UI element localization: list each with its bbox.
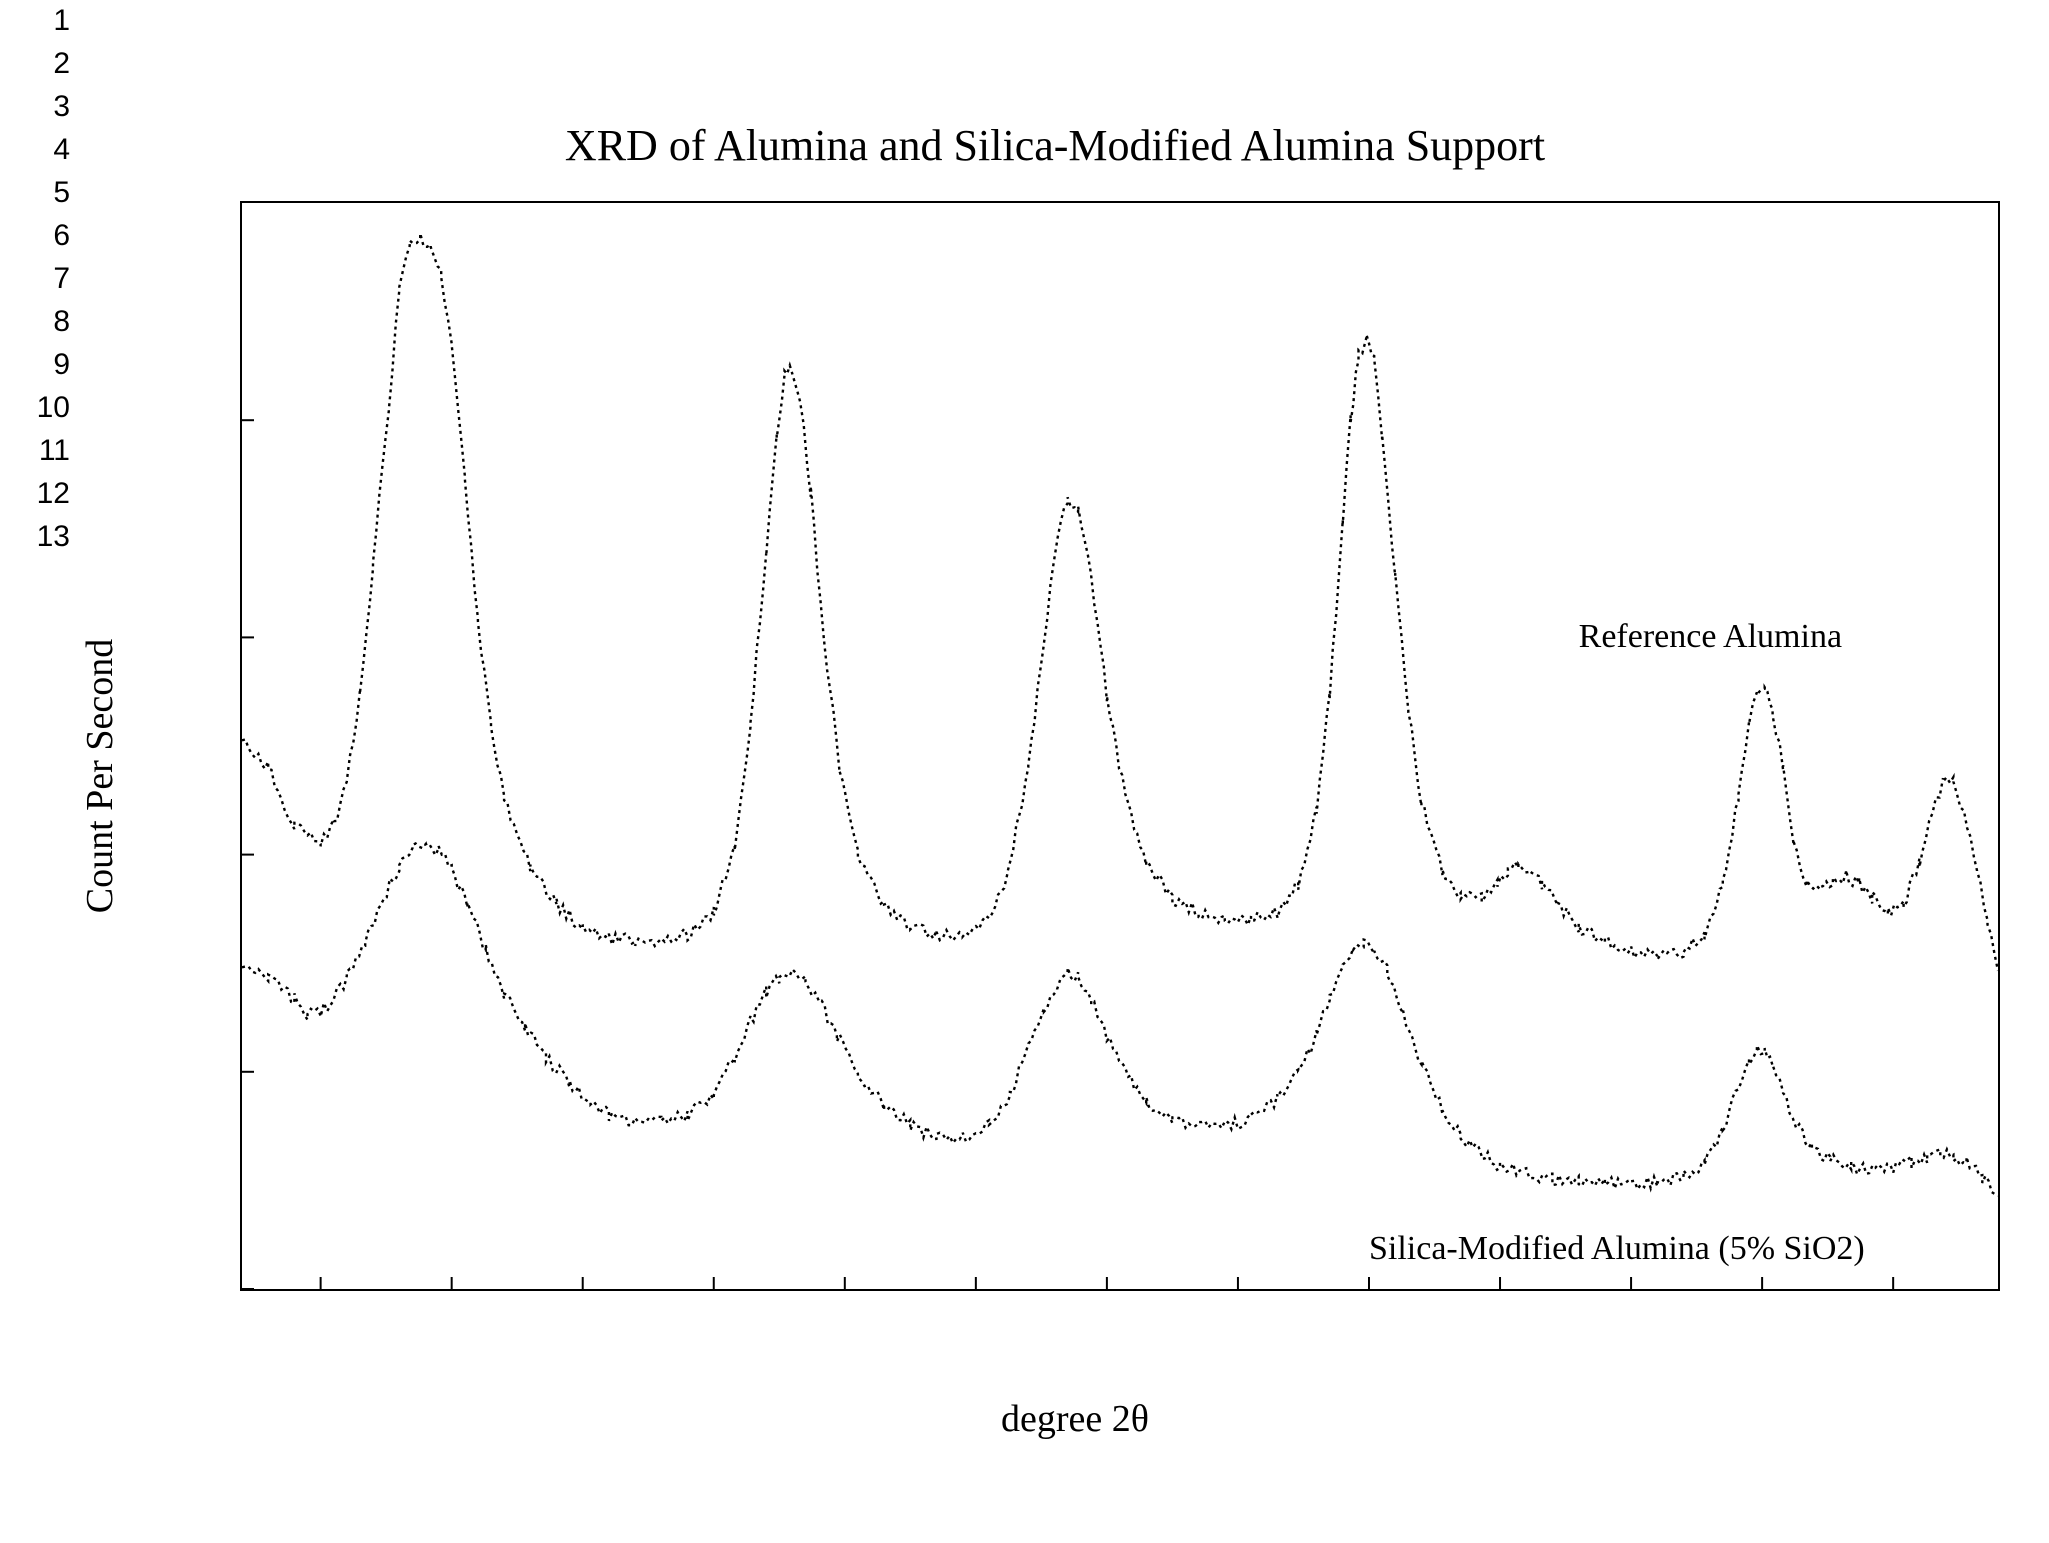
line-number: 5 [0, 172, 70, 215]
series-label: Reference Alumina [1579, 618, 1842, 656]
page: 12345678910111213 XRD of Alumina and Sil… [0, 0, 2049, 1543]
line-number: 2 [0, 43, 70, 86]
chart-container: XRD of Alumina and Silica-Modified Alumi… [80, 120, 2030, 1351]
line-number: 8 [0, 301, 70, 344]
x-tick-label: 20 [566, 1289, 600, 1291]
x-tick-label: 65 [1745, 1289, 1779, 1291]
y-tick-mark [240, 419, 242, 421]
x-tick-label: 60 [1614, 1289, 1648, 1291]
series-silica-modified-alumina-5-sio2- [242, 843, 1998, 1196]
line-number: 12 [0, 473, 70, 516]
line-number: 9 [0, 344, 70, 387]
line-number: 4 [0, 129, 70, 172]
x-tick-label: 55 [1483, 1289, 1517, 1291]
x-tick-label: 35 [959, 1289, 993, 1291]
x-axis-label: degree 2θ [1001, 1397, 1149, 1441]
series-reference-alumina [242, 233, 1998, 971]
xrd-plot-svg [242, 203, 1998, 1289]
x-tick-label: 40 [1090, 1289, 1124, 1291]
plot-outer: Count Per Second 0.030060090012001015202… [150, 201, 2000, 1351]
line-number: 11 [0, 430, 70, 473]
chart-title: XRD of Alumina and Silica-Modified Alumi… [80, 120, 2030, 171]
y-tick-mark [240, 1071, 242, 1073]
y-tick-mark [240, 636, 242, 638]
line-number: 10 [0, 387, 70, 430]
x-tick-label: 30 [828, 1289, 862, 1291]
y-tick-mark [240, 854, 242, 856]
x-tick-label: 25 [697, 1289, 731, 1291]
line-numbers: 12345678910111213 [0, 0, 76, 559]
x-tick-label: 15 [435, 1289, 469, 1291]
line-number: 6 [0, 215, 70, 258]
y-tick-mark [240, 1288, 242, 1290]
y-axis-label: Count Per Second [78, 639, 122, 913]
x-tick-label: 10 [304, 1289, 338, 1291]
line-number: 13 [0, 516, 70, 559]
x-tick-label: 50 [1352, 1289, 1386, 1291]
line-number: 7 [0, 258, 70, 301]
series-label: Silica-Modified Alumina (5% SiO2) [1369, 1230, 1865, 1268]
plot-area: 0.03006009001200101520253035404550556065… [240, 201, 2000, 1291]
line-number: 1 [0, 0, 70, 43]
line-number: 3 [0, 86, 70, 129]
x-tick-label: 70 [1876, 1289, 1910, 1291]
x-tick-label: 45 [1221, 1289, 1255, 1291]
